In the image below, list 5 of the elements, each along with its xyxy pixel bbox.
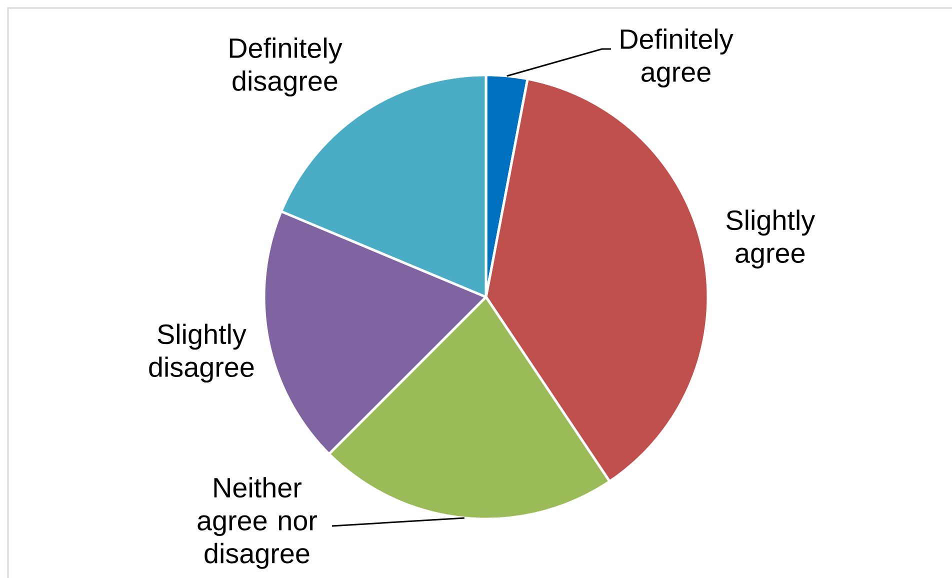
slice-label: Slightly agree [726,210,816,269]
slice-label: Definitely disagree [230,38,342,96]
slice-label: Definitely agree [620,28,734,88]
slice-label: Slightly disagree [149,324,254,383]
slice-label: Neither agree nor disagree [198,477,317,569]
